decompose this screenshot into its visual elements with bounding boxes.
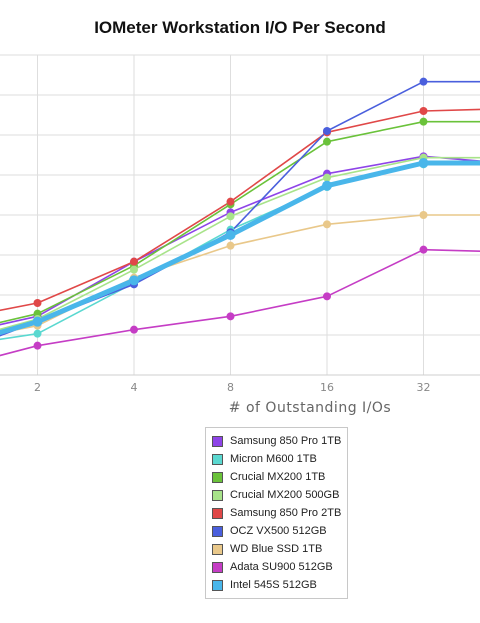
series-line: [0, 248, 480, 357]
data-point: [226, 241, 235, 250]
legend-swatch: [212, 435, 223, 447]
legend-item[interactable]: Crucial MX200 500GB: [206, 486, 347, 504]
chart-legend: Samsung 850 Pro 1TB Micron M600 1TB Crucia…: [205, 427, 348, 599]
data-point: [130, 257, 138, 266]
legend-swatch: [212, 543, 223, 555]
x-tick-label: 16: [320, 381, 334, 394]
data-point: [419, 107, 428, 115]
series-line: [0, 156, 480, 331]
data-point: [323, 220, 331, 229]
data-point: [226, 312, 235, 321]
data-point: [322, 180, 332, 191]
legend-swatch: [212, 525, 223, 537]
legend-item[interactable]: WD Blue SSD 1TB: [206, 540, 347, 558]
data-point: [33, 329, 42, 338]
x-axis-label: # of Outstanding I/Os: [228, 400, 392, 416]
legend-item[interactable]: Crucial MX200 1TB: [206, 468, 347, 486]
grid-lines: [0, 54, 480, 376]
series-lines: [0, 80, 480, 357]
data-point: [419, 211, 428, 219]
data-point: [323, 137, 331, 146]
data-points: [32, 77, 429, 350]
x-tick-label: 2: [34, 381, 41, 394]
data-point: [226, 212, 235, 221]
legend-swatch: [212, 489, 223, 501]
x-tick-label: 32: [417, 381, 431, 394]
data-point: [419, 77, 428, 86]
series-line: [0, 155, 480, 326]
legend-item[interactable]: Samsung 850 Pro 2TB: [206, 504, 347, 522]
legend-label: Crucial MX200 500GB: [230, 489, 340, 501]
legend-item[interactable]: OCZ VX500 512GB: [206, 522, 347, 540]
legend-label: Samsung 850 Pro 1TB: [230, 435, 342, 447]
line-chart: 2 4 8 16 32: [0, 54, 480, 394]
data-point: [419, 117, 428, 126]
legend-label: Adata SU900 512GB: [230, 561, 333, 573]
legend-label: Samsung 850 Pro 2TB: [230, 507, 342, 519]
legend-label: Micron M600 1TB: [230, 453, 317, 465]
x-tick-labels: 2 4 8 16 32: [34, 381, 431, 394]
data-point: [225, 230, 236, 240]
legend-item[interactable]: Intel 545S 512GB: [206, 576, 347, 594]
data-point: [33, 299, 42, 307]
legend-swatch: [212, 561, 223, 573]
data-point: [130, 265, 138, 274]
data-point: [323, 173, 331, 182]
data-point: [323, 292, 331, 301]
chart-title: IOMeter Workstation I/O Per Second: [94, 18, 386, 37]
data-point: [419, 245, 428, 254]
legend-label: WD Blue SSD 1TB: [230, 543, 323, 555]
x-tick-label: 8: [227, 381, 234, 394]
data-point: [323, 127, 331, 135]
legend-swatch: [212, 507, 223, 519]
data-point: [33, 341, 42, 350]
legend-item[interactable]: Micron M600 1TB: [206, 450, 347, 468]
data-point: [129, 275, 139, 286]
legend-swatch: [212, 453, 223, 465]
data-point: [226, 197, 235, 206]
legend-label: Crucial MX200 1TB: [230, 471, 326, 483]
series-line: [0, 214, 480, 334]
x-tick-label: 4: [131, 381, 138, 394]
legend-label: OCZ VX500 512GB: [230, 525, 327, 537]
legend-item[interactable]: Samsung 850 Pro 1TB: [206, 432, 347, 450]
legend-label: Intel 545S 512GB: [230, 579, 317, 591]
data-point: [418, 158, 429, 168]
data-point: [130, 325, 138, 334]
legend-item[interactable]: Adata SU900 512GB: [206, 558, 347, 576]
data-point: [32, 316, 43, 327]
legend-swatch: [212, 471, 223, 483]
legend-swatch: [212, 579, 223, 591]
